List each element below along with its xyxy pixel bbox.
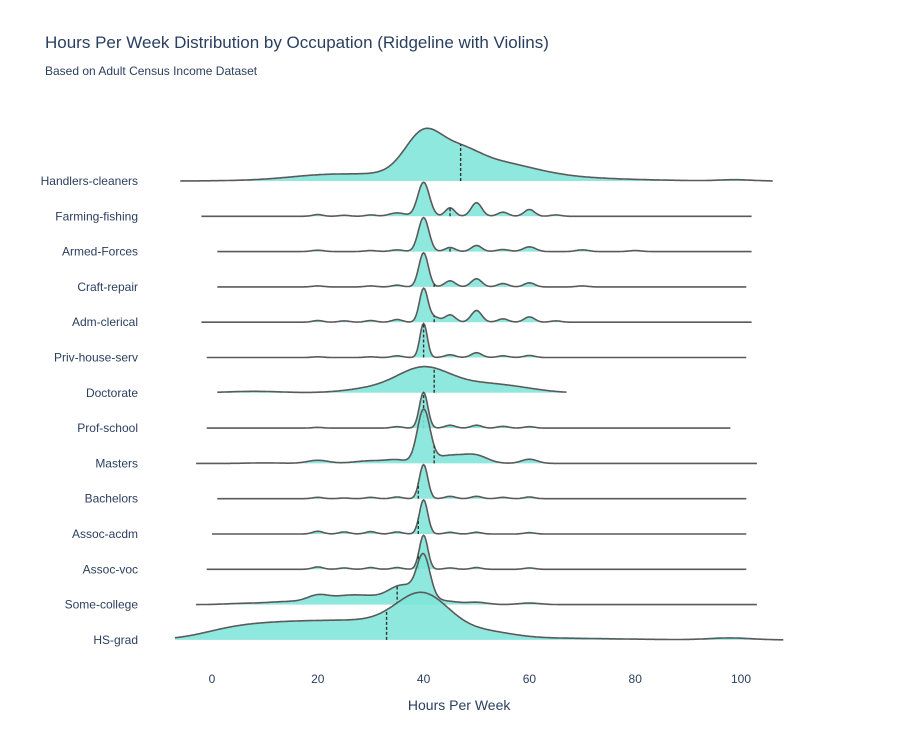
ridge-outline: [217, 251, 747, 288]
ridge-fill: [201, 182, 752, 217]
y-tick-label: Craft-repair: [77, 280, 138, 294]
ridge-outline: [201, 287, 752, 323]
ridge-farming-fishing: [201, 181, 752, 218]
y-tick-label: Doctorate: [86, 386, 138, 400]
ridge-craft-repair: [217, 251, 747, 288]
y-tick-label: Armed-Forces: [62, 245, 138, 259]
y-tick-label: Assoc-voc: [83, 562, 138, 576]
ridge-outline: [180, 127, 773, 182]
ridge-doctorate: [217, 365, 567, 394]
x-tick-label: 20: [311, 672, 325, 686]
ridge-handlers-cleaners: [180, 127, 773, 182]
ridge-assoc-voc: [206, 534, 747, 571]
ridge-outline: [206, 534, 747, 571]
ridge-fill: [217, 366, 567, 393]
ridge-fill: [201, 288, 752, 323]
ridge-outline: [201, 181, 752, 218]
x-axis-ticks: 0 20 40 60 80 100: [209, 672, 752, 686]
x-tick-label: 60: [523, 672, 537, 686]
y-tick-label: Handlers-cleaners: [41, 174, 138, 188]
x-tick-label: 0: [209, 672, 216, 686]
chart-subtitle: Based on Adult Census Income Dataset: [45, 64, 258, 78]
ridge-some-college: [196, 552, 757, 606]
ridge-armed-forces: [217, 216, 752, 253]
ridge-outline: [217, 216, 752, 253]
ridge-outline: [174, 591, 784, 641]
ridge-masters: [196, 408, 757, 465]
ridge-outline: [196, 552, 757, 606]
ridge-priv-house-serv: [206, 322, 747, 359]
ridge-outline: [206, 322, 747, 359]
x-tick-label: 80: [629, 672, 643, 686]
ridge-fill: [180, 128, 773, 181]
y-tick-label: HS-grad: [93, 633, 138, 647]
ridge-prof-school: [206, 391, 731, 429]
y-tick-label: Assoc-acdm: [72, 527, 138, 541]
y-tick-label: Priv-house-serv: [54, 351, 138, 365]
x-axis-title: Hours Per Week: [408, 697, 511, 713]
ridge-outline: [217, 463, 747, 500]
ridge-fill: [206, 535, 747, 570]
y-tick-label: Masters: [95, 456, 138, 470]
ridge-fill: [175, 592, 784, 640]
ridge-outline: [206, 391, 731, 429]
ridge-assoc-acdm: [212, 498, 747, 535]
ridge-fill: [206, 392, 731, 429]
y-tick-label: Farming-fishing: [55, 209, 138, 223]
x-tick-label: 40: [417, 672, 431, 686]
ridge-bachelors: [217, 463, 747, 500]
ridge-fill: [217, 464, 747, 499]
y-tick-label: Prof-school: [77, 421, 138, 435]
y-tick-label: Some-college: [65, 598, 139, 612]
y-axis-labels: Handlers-cleaners Farming-fishing Armed-Fo…: [41, 174, 139, 647]
ridge-outline: [217, 365, 567, 394]
x-tick-label: 100: [731, 672, 751, 686]
ridge-hs-grad: [174, 591, 784, 641]
chart-title: Hours Per Week Distribution by Occupatio…: [45, 33, 549, 52]
ridge-adm-clerical: [201, 287, 752, 323]
ridge-fill: [217, 217, 752, 252]
ridge-outline: [196, 408, 757, 465]
ridge-outline: [212, 498, 747, 535]
ridges-group: [174, 127, 784, 641]
y-tick-label: Adm-clerical: [72, 315, 138, 329]
ridge-fill: [212, 500, 747, 534]
ridge-fill: [196, 553, 757, 605]
y-tick-label: Bachelors: [85, 492, 138, 506]
